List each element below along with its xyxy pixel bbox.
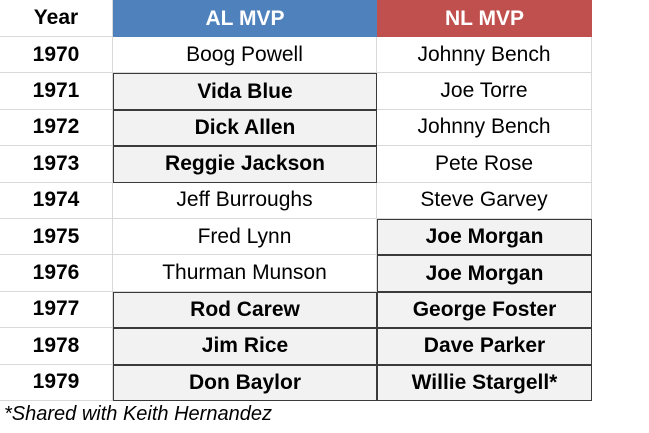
nl-mvp-cell: Joe Torre	[377, 73, 592, 110]
year-cell: 1976	[0, 255, 113, 292]
al-mvp-cell: Dick Allen	[113, 109, 377, 147]
year-cell: 1970	[0, 37, 113, 74]
al-mvp-cell: Rod Carew	[113, 291, 377, 329]
nl-mvp-cell: Steve Garvey	[377, 182, 592, 219]
al-mvp-cell: Thurman Munson	[113, 255, 377, 292]
footnote: *Shared with Keith Hernandez	[4, 403, 272, 425]
nl-mvp-cell: Willie Stargell*	[377, 364, 592, 401]
nl-mvp-cell: Joe Morgan	[377, 219, 592, 256]
year-cell: 1977	[0, 291, 113, 329]
nl-mvp-cell: Johnny Bench	[377, 37, 592, 74]
al-mvp-cell: Jim Rice	[113, 328, 377, 365]
nl-mvp-cell: Joe Morgan	[377, 255, 592, 292]
year-cell: 1979	[0, 364, 113, 401]
header-al: AL MVP	[113, 0, 377, 37]
year-cell: 1974	[0, 182, 113, 219]
year-cell: 1975	[0, 219, 113, 256]
nl-mvp-cell: Dave Parker	[377, 328, 592, 365]
year-cell: 1972	[0, 109, 113, 147]
header-nl: NL MVP	[377, 0, 592, 37]
al-mvp-cell: Vida Blue	[113, 73, 377, 110]
year-cell: 1978	[0, 328, 113, 365]
nl-mvp-cell: Pete Rose	[377, 146, 592, 183]
al-mvp-cell: Reggie Jackson	[113, 146, 377, 183]
al-mvp-cell: Don Baylor	[113, 364, 377, 401]
al-mvp-cell: Jeff Burroughs	[113, 182, 377, 219]
year-cell: 1971	[0, 73, 113, 110]
al-mvp-cell: Fred Lynn	[113, 219, 377, 256]
al-mvp-cell: Boog Powell	[113, 37, 377, 74]
nl-mvp-cell: Johnny Bench	[377, 109, 592, 147]
header-year: Year	[0, 0, 113, 37]
nl-mvp-cell: George Foster	[377, 291, 592, 329]
year-cell: 1973	[0, 146, 113, 183]
